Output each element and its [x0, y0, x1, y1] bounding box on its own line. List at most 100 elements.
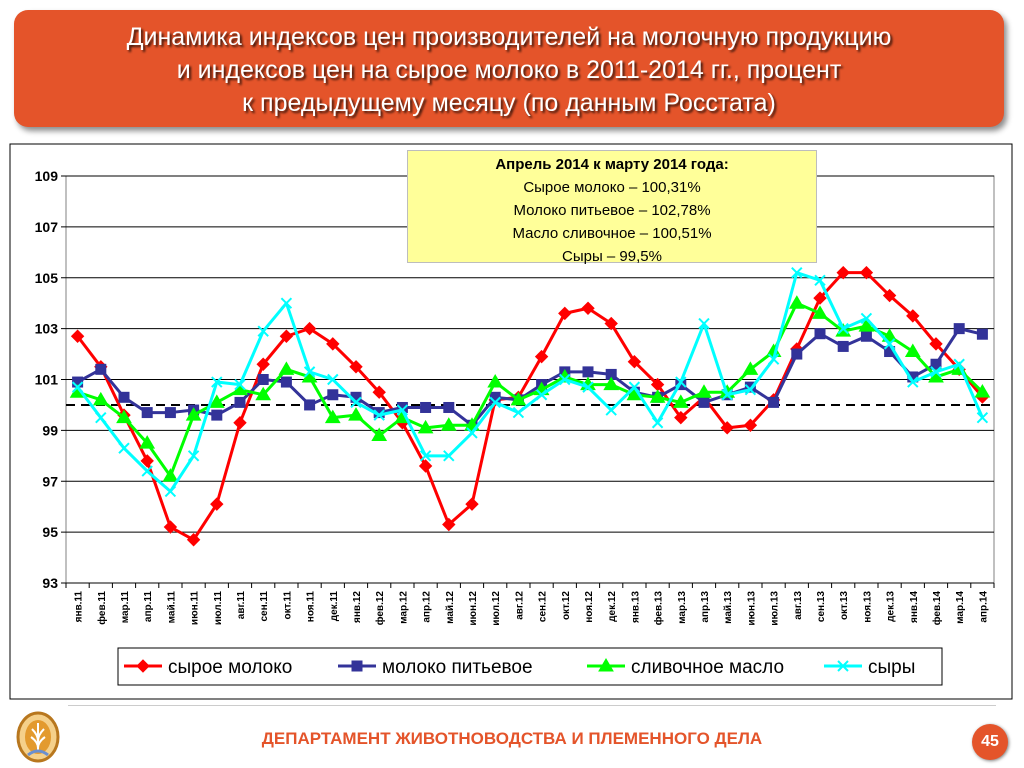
info-box: Апрель 2014 к марту 2014 года: Сырое мол… [407, 150, 817, 265]
x-tick-label: дек.12 [607, 591, 618, 622]
data-point [349, 360, 363, 374]
legend-label: молоко питьевое [382, 657, 533, 678]
data-point [141, 407, 153, 419]
data-point [859, 265, 874, 280]
series-line [76, 271, 984, 493]
data-point [598, 658, 614, 672]
data-point [279, 329, 294, 343]
x-tick-label: янв.11 [74, 591, 85, 623]
data-point [211, 376, 223, 388]
data-point [743, 418, 758, 432]
data-point [581, 301, 595, 315]
x-tick-label: мар.11 [120, 591, 131, 624]
x-tick-label: авг.11 [236, 591, 247, 620]
data-point [326, 337, 340, 351]
data-point [164, 485, 177, 498]
x-tick-label: фев.13 [653, 591, 665, 626]
data-point [744, 381, 756, 393]
x-tick-label: мар.14 [955, 591, 966, 624]
data-point [698, 317, 710, 330]
data-point [257, 325, 269, 337]
data-point [234, 378, 246, 391]
data-point [603, 376, 620, 391]
data-point [210, 497, 224, 511]
legend-label: сырое молоко [168, 657, 292, 678]
data-point [930, 366, 942, 378]
data-point [211, 409, 223, 421]
info-box-heading: Апрель 2014 к марту 2014 года: [495, 156, 729, 173]
data-point [257, 374, 269, 385]
data-point [813, 291, 827, 305]
data-point [440, 417, 457, 431]
data-point [234, 396, 246, 408]
x-tick-label: июн.12 [468, 591, 479, 626]
title-line-1: Динамика индексов цен производителей на … [126, 23, 892, 51]
data-point [162, 468, 179, 482]
y-tick-label: 93 [42, 575, 58, 591]
data-point [116, 409, 132, 424]
data-point [512, 406, 525, 419]
data-point [882, 288, 897, 303]
data-point [721, 389, 733, 401]
data-point [674, 410, 688, 425]
data-point [92, 391, 109, 406]
data-point [280, 297, 293, 309]
ministry-logo-icon [16, 711, 60, 763]
data-point [904, 343, 921, 358]
legend: сырое молоко молоко питьевое сливочное мас… [117, 647, 943, 686]
x-tick-label: апр.14 [978, 591, 989, 623]
x-tick-label: июл.13 [770, 591, 781, 626]
data-point [350, 396, 362, 409]
data-point [141, 465, 153, 477]
x-tick-label: дек.11 [329, 591, 340, 622]
data-point [327, 389, 339, 401]
y-tick-label: 105 [35, 270, 59, 286]
data-point [812, 305, 828, 319]
y-tick-label: 107 [35, 219, 59, 235]
data-point [351, 660, 363, 672]
x-tick-label: фев.12 [374, 591, 386, 626]
x-tick-label: янв.14 [909, 591, 920, 623]
data-point [118, 391, 130, 403]
data-point [187, 450, 200, 462]
x-tick-label: сен.11 [259, 591, 270, 622]
data-point [71, 381, 84, 393]
x-tick-label: июл.12 [491, 591, 502, 626]
data-point [164, 407, 176, 419]
info-box-row: Сыры – 99,5% [562, 248, 662, 265]
data-point [814, 328, 826, 340]
x-tick-label: апр.12 [422, 591, 433, 623]
data-point [837, 660, 849, 672]
y-tick-label: 99 [42, 422, 58, 438]
series-line [76, 327, 983, 427]
x-tick-label: авг.12 [514, 591, 525, 620]
y-tick-label: 109 [35, 168, 59, 184]
data-point [860, 312, 873, 325]
x-tick-label: окт.13 [839, 591, 850, 620]
x-tick-label: июл.11 [213, 591, 224, 626]
data-point [858, 318, 875, 332]
data-point [465, 497, 479, 511]
title-banner: Динамика индексов цен производителей на … [14, 10, 1004, 127]
info-box-row: Молоко питьевое – 102,78% [513, 202, 711, 219]
data-point [628, 381, 641, 393]
x-tick-label: дек.13 [886, 591, 897, 622]
data-point [163, 520, 178, 534]
x-tick-label: ноя.13 [862, 591, 873, 623]
data-point [582, 381, 594, 393]
data-point [791, 266, 803, 279]
data-point [788, 295, 805, 309]
data-point [604, 316, 618, 331]
department-name: ДЕПАРТАМЕНТ ЖИВОТНОВОДСТВА И ПЛЕМЕННОГО … [261, 729, 763, 748]
data-point [767, 353, 780, 365]
info-box-row: Сырое молоко – 100,31% [523, 179, 701, 196]
data-point [953, 358, 965, 370]
data-point [696, 384, 712, 398]
data-point [419, 450, 432, 462]
data-point [372, 385, 386, 399]
legend-label: сыры [868, 657, 915, 678]
info-box-row: Масло сливочное – 100,51% [512, 225, 712, 242]
data-point [186, 533, 201, 547]
data-point [837, 340, 849, 352]
data-point [836, 265, 850, 280]
